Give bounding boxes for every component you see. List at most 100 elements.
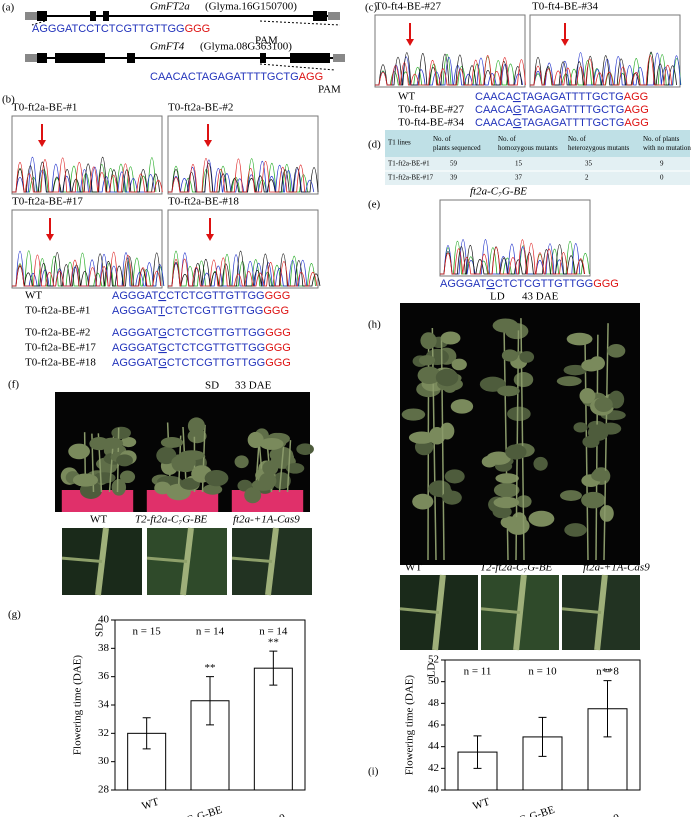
trace-title: T0-ft2a-BE-#1 — [12, 102, 77, 114]
leaf — [68, 443, 90, 460]
exon — [313, 11, 327, 21]
table-header-bg — [385, 130, 690, 157]
x-tick-label: T2-ft2a-C₇G-BE — [483, 804, 557, 817]
line-label: ft2a-+1A-Cas9 — [233, 514, 300, 526]
leaf — [581, 491, 606, 509]
trace-line — [375, 52, 523, 86]
row-label: WT — [398, 91, 415, 103]
leaf — [492, 318, 519, 333]
condition-label: LD — [426, 663, 438, 678]
stem — [603, 323, 609, 561]
y-tick-label: 32 — [98, 727, 109, 739]
y-tick-label: 30 — [98, 755, 110, 767]
trace-title: T0-ft2a-BE-#2 — [168, 102, 233, 114]
leaf — [501, 349, 519, 362]
table-cell: 9 — [660, 160, 664, 168]
sequence-segment: G — [158, 357, 167, 369]
row-label: WT — [25, 290, 42, 302]
leaf — [244, 487, 262, 504]
sequence: AGGGATGCTCTCGTTGTTGGGGG — [112, 342, 291, 354]
leaf — [285, 462, 305, 474]
leaf — [116, 454, 133, 467]
zoom-petiole — [146, 556, 188, 563]
x-tick-label: WT — [471, 796, 491, 813]
trace-line — [168, 257, 318, 287]
table-cell: T1-ft2a-BE-#17 — [388, 174, 434, 182]
arrow-head — [206, 234, 214, 241]
zoom-petiole — [480, 607, 521, 614]
leaf — [180, 477, 200, 490]
pot — [146, 490, 219, 512]
panel-label: (a) — [2, 2, 15, 14]
n-label: n = 14 — [259, 626, 288, 638]
sequence-segment: TAGAGATTTTGCTG — [521, 117, 624, 129]
leaf — [72, 473, 99, 487]
y-tick-label: 46 — [428, 719, 440, 731]
table-header: No. of plants sequenced — [433, 135, 481, 152]
leaf — [497, 385, 520, 397]
row-label: T0-ft4-BE-#27 — [398, 104, 464, 116]
panel-label: (b) — [2, 94, 15, 106]
leaf — [119, 470, 136, 484]
line-label: ft2a-+1A-Cas9 — [583, 562, 650, 574]
stem — [431, 327, 437, 561]
age: 33 DAE — [235, 380, 272, 392]
trace-line — [168, 162, 319, 193]
leaf — [408, 431, 435, 444]
exon — [103, 11, 109, 21]
leaf — [505, 444, 527, 460]
sequence-segment: CTCTCGTTGTTGG — [167, 357, 265, 369]
trace-line — [530, 55, 673, 86]
table-header: T1 lines — [388, 139, 411, 147]
exon — [290, 53, 330, 63]
sequence-segment: CTCTCGTTGTTGG — [167, 342, 265, 354]
guide-dots — [259, 63, 336, 71]
leaf — [486, 451, 511, 465]
zoom-petiole — [561, 607, 602, 614]
pot — [61, 490, 134, 512]
row-label: T0-ft2a-BE-#18 — [25, 357, 96, 369]
sequence-segment: AGG — [624, 104, 648, 116]
leaf — [564, 523, 587, 537]
sequence: CAACAGTAGAGATTTTGCTGAGG — [475, 117, 649, 129]
y-tick-label: 52 — [428, 654, 439, 666]
sequence-segment: G — [513, 117, 522, 129]
leaf — [513, 372, 534, 388]
sequence-segment: GGG — [185, 23, 211, 35]
sequence-segment: G — [513, 104, 522, 116]
leaf — [296, 443, 314, 455]
trace-line — [12, 252, 162, 287]
sequence-segment: CTCTCGTTGTTGG — [495, 278, 593, 290]
table-cell: 0 — [660, 174, 664, 182]
n-label: n = 15 — [133, 626, 162, 638]
leaf — [607, 344, 626, 358]
leaf — [401, 408, 426, 421]
leaf — [563, 364, 587, 376]
leaf — [156, 446, 177, 465]
leaf — [262, 460, 279, 476]
row-label: T0-ft2a-BE-#1 — [25, 305, 90, 317]
x-tick-label: ft2a-+1A-Cas9 — [220, 812, 287, 817]
stem — [286, 440, 292, 493]
sequence-segment: AGGGAT — [440, 278, 487, 290]
sequence-segment: G — [486, 278, 495, 290]
n-label: n = 10 — [528, 666, 557, 678]
trace-frame — [167, 115, 319, 195]
trace-frame — [529, 14, 681, 88]
leaf — [528, 510, 555, 527]
leaf — [573, 422, 588, 433]
utr — [328, 12, 340, 20]
leaf — [269, 446, 294, 463]
sequence-segment: CAACACTAGAGATTTTGCTG — [150, 71, 299, 83]
error-bar — [269, 650, 278, 686]
y-tick-label: 48 — [428, 697, 440, 709]
leaf — [417, 366, 442, 385]
sequence-segment: CAACA — [475, 91, 514, 103]
trace-line — [440, 239, 586, 275]
sequence-segment: G — [158, 327, 167, 339]
leaf — [493, 496, 520, 509]
sequence-segment: GGG — [265, 327, 291, 339]
header-line: No. of — [498, 135, 517, 143]
sequence-segment: AGGGAT — [112, 305, 159, 317]
